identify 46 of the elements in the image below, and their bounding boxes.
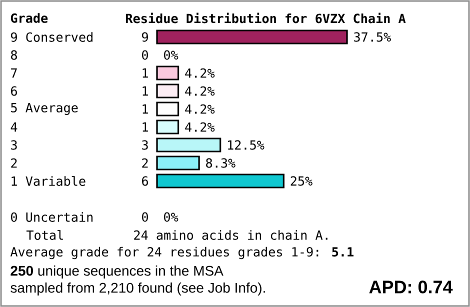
text: 9	[142, 32, 148, 42]
data-label: 4.2%	[185, 122, 215, 132]
bar	[156, 30, 348, 44]
bar	[156, 84, 180, 98]
y-tick-label: 5 Average	[11, 103, 78, 115]
text: 1	[142, 122, 148, 132]
text: Average grade for 24 residues grades 1-9: 5.1	[10, 246, 354, 260]
bar	[156, 138, 222, 152]
text: 1	[142, 86, 148, 96]
chart-title: Residue Distribution for 6VZX Chain A	[126, 12, 406, 24]
y-tick-label: 4	[10, 122, 18, 132]
y-tick-label: 7	[11, 68, 17, 78]
y-tick-label: 0 Uncertain	[11, 212, 93, 222]
text: 2	[142, 158, 148, 168]
text: 250 unique sequences in the MSA	[10, 265, 224, 279]
text: 3	[142, 140, 148, 150]
y-axis-title: Grade	[10, 13, 48, 23]
data-label: 4.2%	[185, 68, 215, 78]
bar	[156, 156, 200, 170]
data-label: 8.3%	[206, 158, 236, 168]
text: sampled from 2,210 found (see Job Info).	[10, 282, 265, 296]
text: 1	[142, 68, 148, 78]
data-label: 0%	[164, 50, 178, 60]
bar	[156, 174, 284, 188]
data-label: 12.5%	[228, 140, 264, 150]
y-tick-label: 2	[11, 158, 17, 168]
data-label: 4.2%	[185, 86, 215, 96]
data-label: 25%	[290, 176, 312, 186]
y-tick-label: 6	[11, 86, 17, 96]
y-tick-label: 3	[11, 140, 17, 150]
text: 0	[142, 50, 148, 60]
data-label: 4.2%	[185, 104, 215, 114]
text: 0	[142, 212, 148, 222]
text: Total	[26, 230, 63, 240]
bar	[156, 66, 180, 80]
y-tick-label: 9 Conserved	[10, 32, 92, 42]
y-tick-label: 8	[11, 50, 17, 60]
text: 6	[142, 176, 148, 186]
text: APD: 0.74	[369, 280, 453, 294]
data-label: 0%	[164, 212, 178, 222]
y-tick-label: 1 Variable	[12, 176, 86, 186]
data-label: 37.5%	[354, 32, 391, 42]
bar	[156, 120, 180, 134]
text: 1	[142, 104, 148, 114]
text: 24 amino acids in chain A.	[134, 230, 328, 240]
bar	[156, 102, 180, 116]
